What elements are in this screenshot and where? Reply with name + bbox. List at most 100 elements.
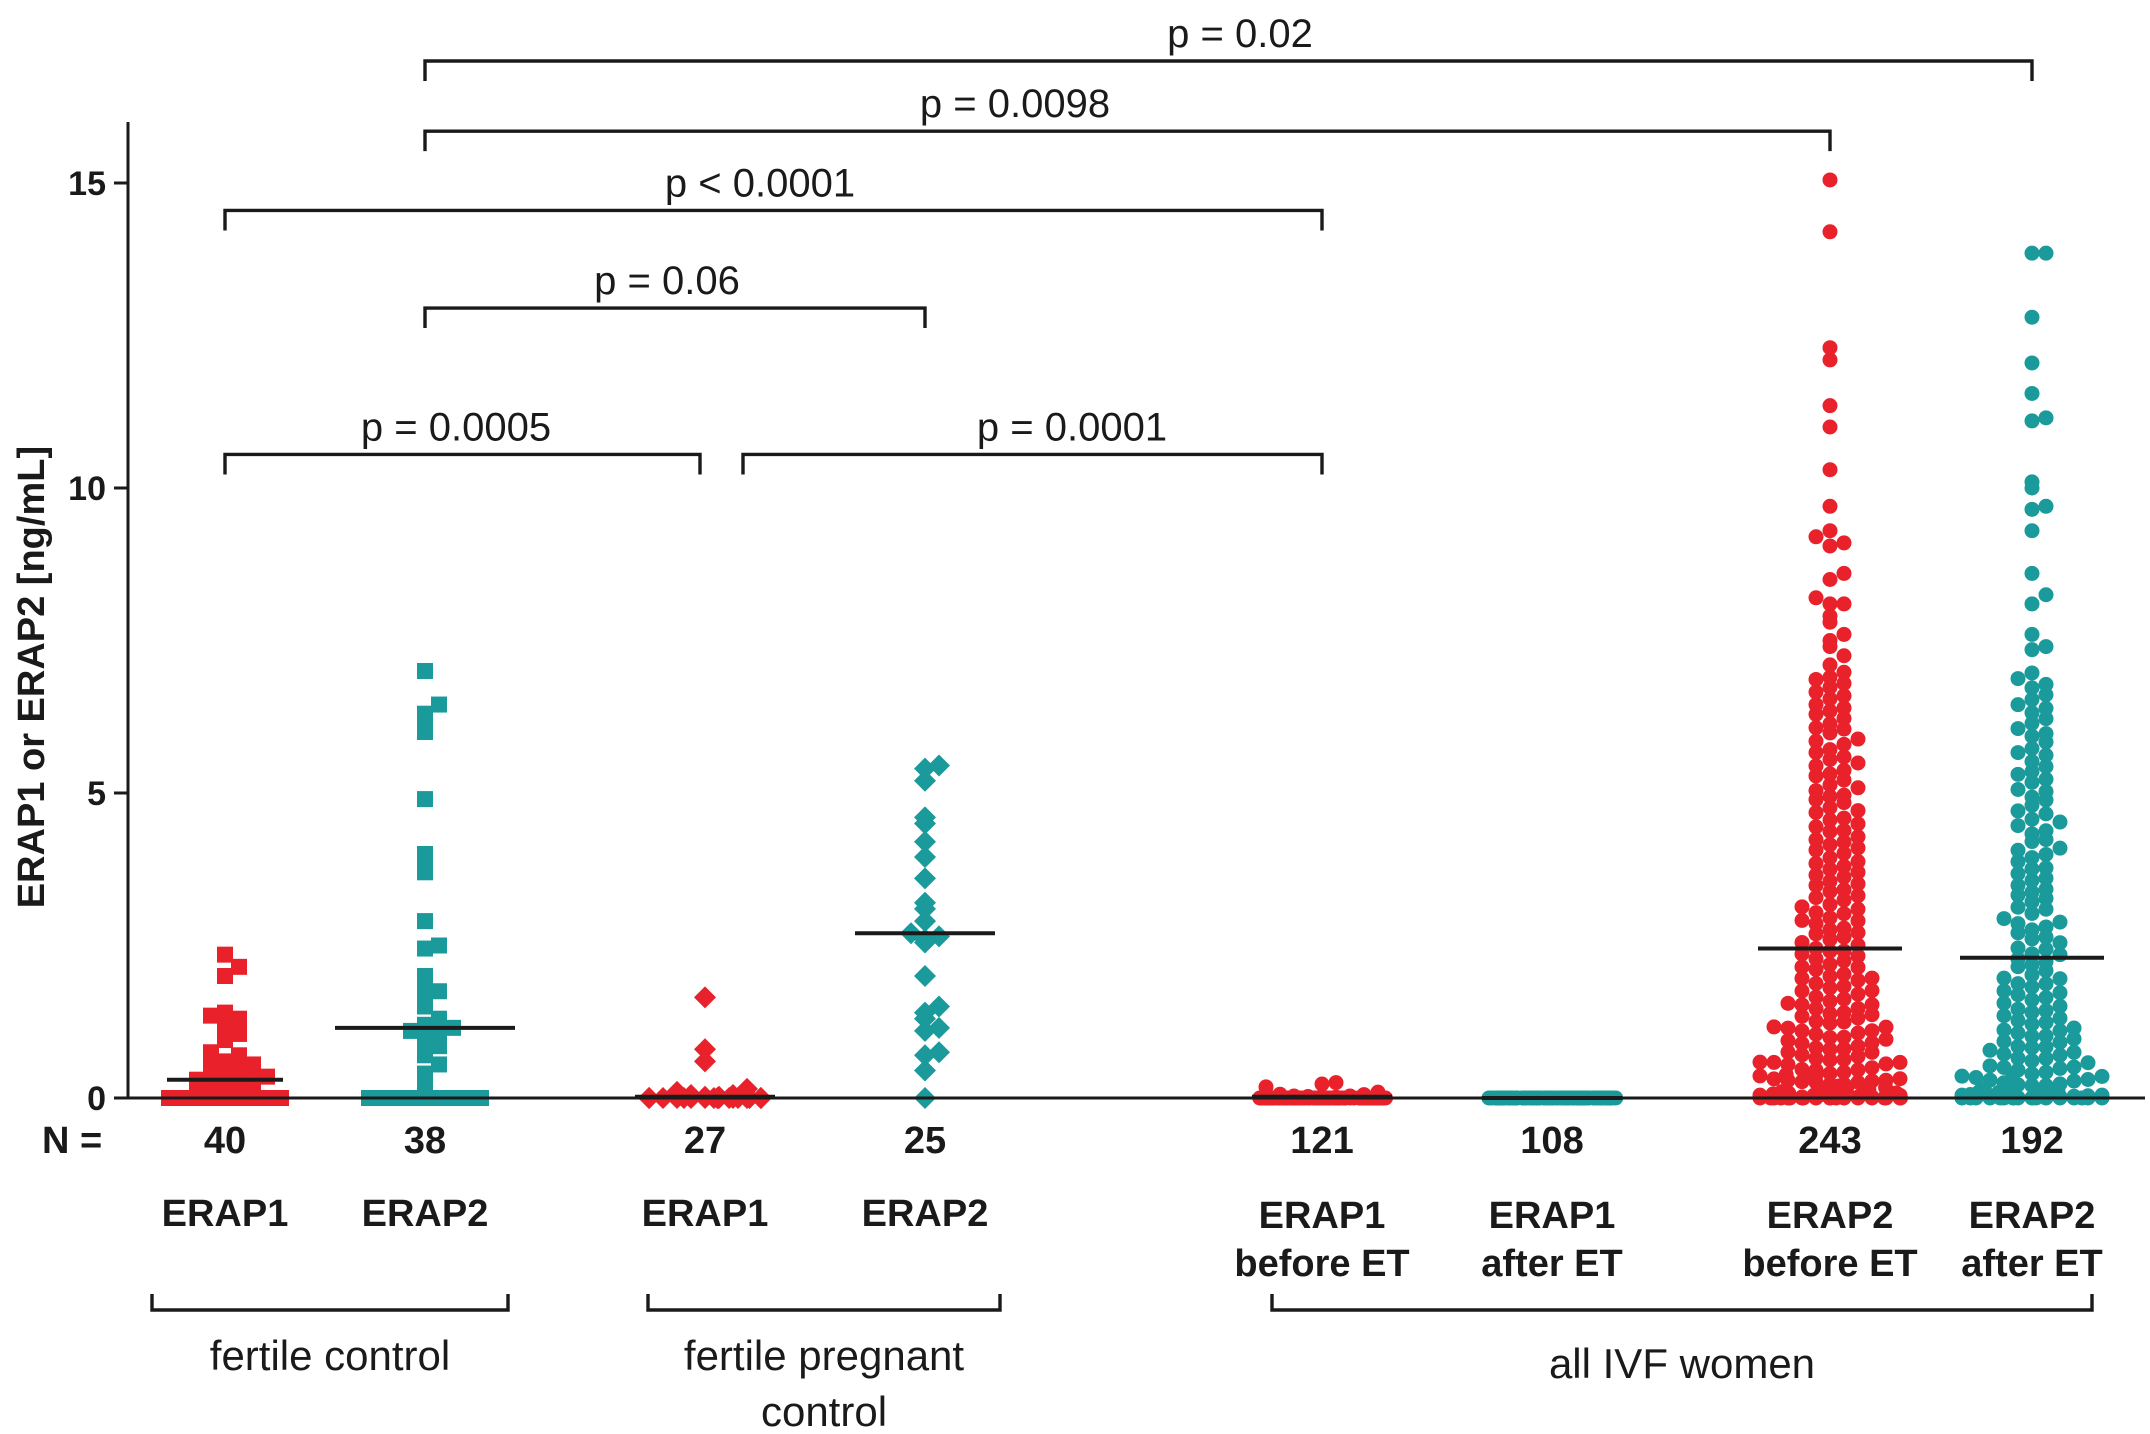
data-point: [2038, 823, 2054, 839]
data-point: [1794, 1047, 1810, 1063]
data-point: [1794, 934, 1810, 950]
data-point: [417, 1041, 433, 1058]
data-point: [1794, 983, 1810, 999]
data-point: [1822, 172, 1838, 188]
data-point: [245, 1083, 261, 1100]
data-point: [1836, 858, 1852, 874]
p-value-label: p = 0.06: [594, 259, 740, 303]
category-label: ERAP2: [1969, 1195, 2096, 1237]
n-prefix-label: N =: [42, 1120, 102, 1162]
data-point: [1836, 1029, 1852, 1045]
data-point: [1850, 1074, 1866, 1090]
data-point: [2052, 1034, 2068, 1050]
data-point: [1836, 978, 1852, 994]
data-point: [1850, 901, 1866, 917]
category-label-line2: before ET: [1234, 1243, 1409, 1285]
significance-bracket: [423, 129, 1832, 152]
data-point: [1836, 966, 1852, 982]
data-point: [2024, 1066, 2040, 1082]
data-point: [2024, 1016, 2040, 1032]
data-point: [1864, 1073, 1880, 1089]
data-point: [1822, 1006, 1838, 1022]
data-point: [2024, 740, 2040, 756]
significance-bracket: [223, 452, 702, 475]
p-value-label: p < 0.0001: [665, 161, 855, 205]
data-point: [2052, 1023, 2068, 1039]
data-point: [1822, 703, 1838, 719]
data-point: [2038, 245, 2054, 261]
data-point: [1864, 1023, 1880, 1039]
data-point: [2024, 905, 2040, 921]
data-point: [1850, 731, 1866, 747]
data-point: [2010, 866, 2026, 882]
data-point: [417, 913, 433, 930]
y-tick-label: 5: [87, 775, 106, 813]
data-point: [1808, 890, 1824, 906]
data-point: [2024, 774, 2040, 790]
data-point: [736, 1077, 758, 1100]
data-point: [1808, 758, 1824, 774]
data-point: [1808, 926, 1824, 942]
data-point: [1996, 1008, 2012, 1024]
data-point: [2010, 877, 2026, 893]
data-point: [1822, 1065, 1838, 1081]
data-point: [1822, 224, 1838, 240]
data-point: [1850, 1038, 1866, 1054]
data-point: [1836, 535, 1852, 551]
data-point: [2010, 1025, 2026, 1041]
data-point: [231, 1025, 247, 1042]
data-point: [1822, 910, 1838, 926]
data-point: [2010, 1012, 2026, 1028]
data-point: [1822, 419, 1838, 435]
data-point: [417, 989, 433, 1006]
data-point: [1822, 980, 1838, 996]
data-point: [259, 1068, 275, 1085]
data-point: [2024, 992, 2040, 1008]
data-point: [431, 937, 447, 954]
data-point: [2010, 803, 2026, 819]
data-point: [1808, 1001, 1824, 1017]
data-point: [2038, 759, 2054, 775]
data-point: [928, 1041, 950, 1064]
data-point: [1822, 897, 1838, 913]
data-point: [914, 846, 936, 869]
group-bracket: [646, 1294, 1002, 1312]
data-point: [1822, 716, 1838, 732]
data-point: [2080, 1055, 2096, 1071]
group-label: fertile control: [210, 1332, 450, 1379]
data-point: [1808, 905, 1824, 921]
n-label: 27: [684, 1120, 726, 1162]
data-point: [2038, 747, 2054, 763]
data-point: [1822, 742, 1838, 758]
data-point: [1780, 1057, 1796, 1073]
data-point: [2052, 985, 2068, 1001]
data-point: [1752, 1068, 1768, 1084]
y-tick-label: 0: [87, 1080, 106, 1118]
data-point: [2010, 781, 2026, 797]
data-point: [1836, 882, 1852, 898]
data-point: [431, 983, 447, 1000]
data-point: [1808, 867, 1824, 883]
category-label: ERAP1: [1259, 1195, 1386, 1237]
data-point: [2038, 870, 2054, 886]
data-point: [2038, 1064, 2054, 1080]
data-point: [1808, 684, 1824, 700]
data-point: [1836, 991, 1852, 1007]
data-point: [1850, 803, 1866, 819]
data-point: [1996, 1022, 2012, 1038]
data-point: [1822, 800, 1838, 816]
y-tick-label: 15: [68, 165, 106, 203]
data-point: [231, 958, 247, 975]
data-point: [2038, 806, 2054, 822]
data-point: [2010, 1038, 2026, 1054]
data-point: [1794, 1008, 1810, 1024]
data-point: [1808, 951, 1824, 967]
data-point: [1808, 961, 1824, 977]
data-point: [2024, 1040, 2040, 1056]
data-point: [431, 1025, 447, 1042]
data-point: [2052, 998, 2068, 1014]
data-point: [1808, 1040, 1824, 1056]
data-point: [1794, 970, 1810, 986]
data-point: [417, 1029, 433, 1045]
data-point: [2038, 676, 2054, 692]
